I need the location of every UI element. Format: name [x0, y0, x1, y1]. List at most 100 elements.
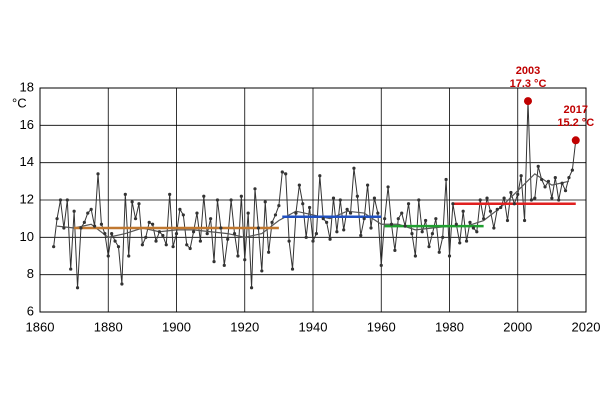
y-tick-label: 12: [20, 191, 34, 206]
point: [263, 200, 267, 204]
point: [321, 217, 325, 221]
point: [348, 211, 353, 215]
point: [147, 220, 151, 224]
point: [546, 179, 551, 183]
point: [560, 181, 564, 185]
point: [226, 237, 230, 241]
y-tick-label: 18: [20, 79, 34, 94]
point: [79, 226, 83, 230]
point: [396, 217, 400, 221]
point: [563, 189, 568, 193]
point: [174, 232, 179, 236]
point: [287, 239, 291, 243]
point: [410, 232, 414, 236]
point: [246, 211, 250, 215]
x-tick-label: 2020: [572, 319, 601, 334]
point: [253, 187, 257, 191]
point: [533, 196, 537, 200]
point: [495, 207, 499, 211]
point: [86, 211, 90, 215]
point: [338, 198, 342, 202]
highlight-point: [571, 136, 580, 145]
point: [427, 245, 431, 249]
point: [417, 198, 421, 202]
point: [366, 183, 370, 187]
point: [144, 235, 148, 239]
point: [164, 243, 168, 247]
point: [75, 286, 80, 290]
point: [529, 198, 534, 202]
point: [430, 232, 435, 236]
y-tick-label: 14: [20, 154, 34, 169]
point: [379, 263, 383, 267]
point: [243, 258, 247, 262]
point: [567, 176, 571, 180]
point: [406, 202, 411, 206]
point: [335, 230, 339, 234]
point: [424, 218, 428, 223]
point: [492, 226, 496, 230]
x-tick-label: 1920: [230, 319, 259, 334]
point: [543, 185, 547, 189]
point: [550, 196, 554, 200]
point: [52, 245, 56, 249]
point: [441, 235, 445, 239]
point: [461, 209, 465, 213]
point: [509, 190, 513, 195]
y-tick-label: 10: [20, 229, 34, 244]
point: [413, 254, 417, 258]
annotation: 15.2 °C: [557, 117, 594, 129]
point: [478, 198, 482, 202]
point: [454, 222, 458, 226]
point: [570, 168, 574, 172]
point: [355, 194, 359, 198]
point: [212, 260, 216, 264]
x-tick-label: 1880: [94, 319, 123, 334]
point: [516, 192, 520, 196]
point: [209, 217, 213, 221]
point: [157, 230, 162, 234]
point: [195, 211, 199, 215]
point: [191, 230, 196, 234]
point: [369, 226, 373, 230]
point: [116, 245, 121, 249]
point: [215, 198, 220, 202]
point: [307, 205, 312, 210]
point: [151, 222, 155, 226]
point: [393, 248, 397, 252]
point: [290, 267, 295, 271]
point: [89, 207, 93, 211]
point: [232, 232, 237, 236]
point: [260, 269, 264, 273]
point: [372, 196, 377, 200]
point: [434, 217, 438, 221]
point: [328, 237, 332, 241]
point: [362, 217, 366, 221]
point: [270, 220, 274, 224]
point: [331, 196, 336, 200]
point: [110, 232, 114, 236]
point: [130, 200, 134, 204]
point: [437, 250, 441, 254]
point: [185, 243, 189, 247]
x-tick-label: 1900: [162, 319, 191, 334]
point: [505, 218, 510, 223]
point: [205, 232, 209, 236]
point: [222, 263, 226, 267]
point: [557, 198, 561, 202]
point: [553, 176, 557, 180]
point: [522, 218, 527, 223]
point: [154, 239, 158, 243]
point: [55, 217, 59, 221]
point: [502, 196, 506, 200]
point: [93, 224, 97, 228]
point: [536, 164, 540, 168]
point: [273, 213, 278, 217]
point: [482, 217, 486, 221]
point: [103, 232, 107, 236]
point: [161, 233, 165, 238]
point: [202, 194, 206, 198]
x-tick-label: 1980: [435, 319, 464, 334]
point: [123, 192, 127, 196]
